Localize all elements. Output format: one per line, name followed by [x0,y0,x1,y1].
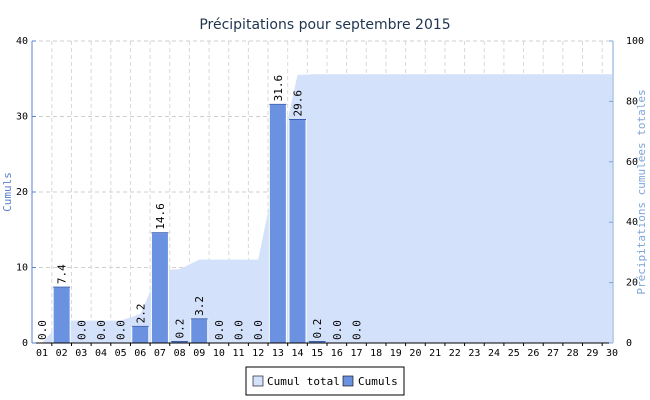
data-label-10: 0.0 [213,320,226,340]
x-tick-label: 23 [468,348,480,359]
x-tick-label: 09 [193,348,205,359]
x-tick-label: 04 [95,348,107,359]
x-tick-label: 03 [75,348,87,359]
bar-07 [150,232,169,344]
x-tick-label: 25 [508,348,520,359]
x-tick-label: 27 [547,348,559,359]
data-label-02: 7.4 [56,264,69,284]
x-tick-label: 08 [174,348,186,359]
data-label-17: 0.0 [350,320,363,340]
x-tick-label: 05 [115,348,127,359]
x-tick-label: 28 [567,348,579,359]
axes: 0 10 20 30 40 0 20 40 60 80 100 01 02 03 04 05 06 07 08 09 1… [16,36,644,359]
y-tick-label: 10 [16,263,28,274]
x-tick-label: 15 [311,348,323,359]
data-label-06: 2.2 [134,304,147,324]
data-label-14: 29.6 [292,90,305,117]
y2-tick-label: 40 [626,217,638,228]
x-tick-label: 29 [586,348,598,359]
x-tick-label: 11 [233,348,245,359]
x-tick-label: 01 [36,348,48,359]
x-tick-label: 10 [213,348,225,359]
y2-tick-label: 20 [626,278,638,289]
cumuls-bars [52,103,327,344]
x-tick-label: 16 [331,348,343,359]
data-label-12: 0.0 [252,320,265,340]
x-tick-label: 07 [154,348,166,359]
y-tick-label: 0 [22,338,28,349]
y2-tick-label: 60 [626,157,638,168]
legend-swatch-cumul-total [252,375,264,387]
chart-title: Précipitations pour septembre 2015 [199,17,450,33]
data-label-11: 0.0 [233,320,246,340]
y2-tick-label: 100 [626,36,644,47]
data-labels: 0.0 7.4 0.0 0.0 0.0 2.2 14.6 0.2 3.2 0.0 0.0 0.0 31.… [36,75,363,340]
data-label-16: 0.0 [331,320,344,340]
data-label-04: 0.0 [95,320,108,340]
data-label-03: 0.0 [75,320,88,340]
y2-tick-label: 80 [626,96,638,107]
x-tick-label: 18 [370,348,382,359]
x-tick-label: 21 [429,348,441,359]
legend: Cumul total Cumuls [245,366,405,396]
bar-14 [288,119,307,344]
cumul-total-area [42,74,612,343]
x-tick-label: 26 [527,348,539,359]
bar-02 [52,286,71,344]
data-label-09: 3.2 [193,296,206,316]
y-tick-label: 20 [16,187,28,198]
legend-swatch-cumuls [342,375,354,387]
cumul-total-area-fill [42,74,612,343]
legend-label-cumul-total: Cumul total [267,375,340,388]
x-tick-label: 02 [56,348,68,359]
x-tick-label: 06 [134,348,146,359]
x-tick-label: 17 [350,348,362,359]
y-axis-title: Cumuls [1,172,14,212]
data-label-08: 0.2 [174,319,187,339]
y2-axis-title: Précipitations cumulées totales [635,89,648,294]
x-tick-label: 20 [409,348,421,359]
data-label-13: 31.6 [272,75,285,102]
x-tick-label: 22 [449,348,461,359]
data-label-05: 0.0 [115,320,128,340]
x-tick-label: 14 [291,348,303,359]
data-label-07: 14.6 [154,203,167,230]
bar-09 [190,318,209,344]
x-tick-label: 19 [390,348,402,359]
y-tick-label: 30 [16,112,28,123]
x-tick-label: 30 [606,348,618,359]
bar-13 [268,103,287,344]
bar-06 [131,325,150,344]
x-tick-label: 24 [488,348,500,359]
legend-label-cumuls: Cumuls [358,375,398,388]
x-tick-label: 13 [272,348,284,359]
y2-tick-label: 0 [626,338,632,349]
data-label-01: 0.0 [36,320,49,340]
x-tick-label: 12 [252,348,264,359]
legend-box [245,366,405,396]
y-tick-label: 40 [16,36,28,47]
data-label-15: 0.2 [311,319,324,339]
